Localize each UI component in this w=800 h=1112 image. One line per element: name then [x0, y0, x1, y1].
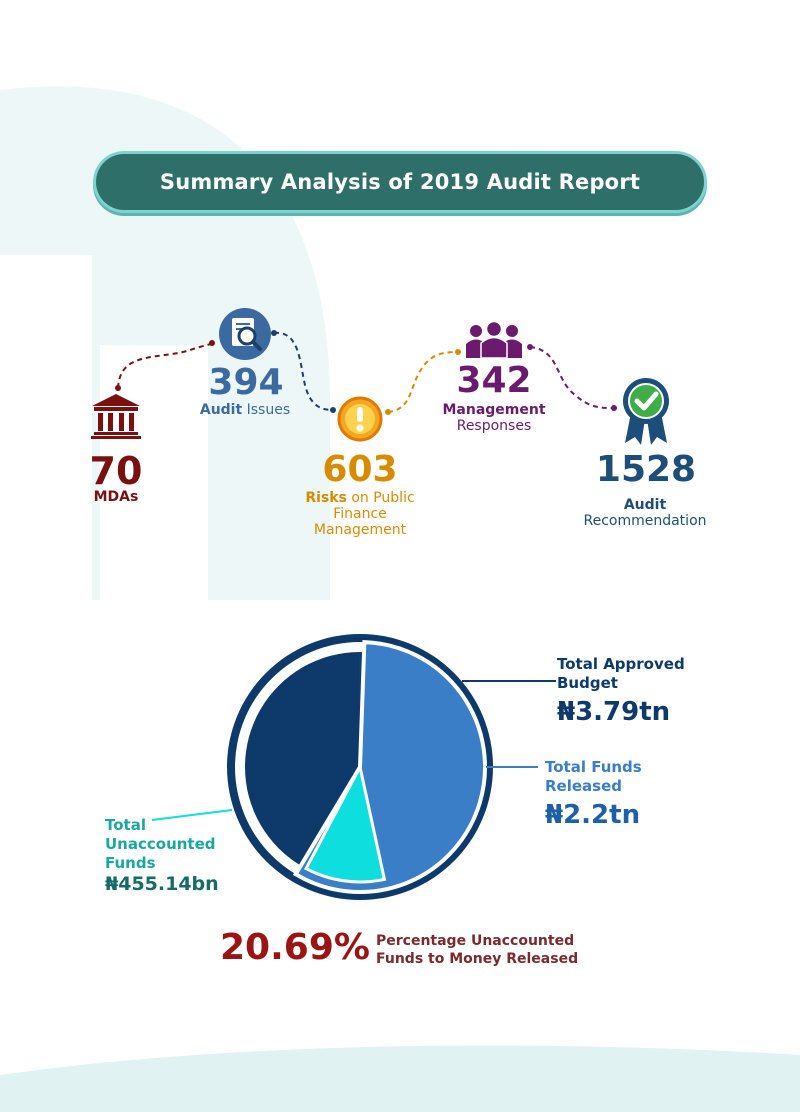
budget-label: Total Approved Budget	[557, 655, 685, 693]
stats-connectors	[115, 330, 617, 415]
released-value: ₦2.2tn	[545, 800, 641, 830]
audit-issues-label: Audit Issues	[180, 402, 310, 418]
banner-title: Summary Analysis of 2019 Audit Report	[159, 170, 641, 194]
government-building-icon	[91, 394, 141, 439]
unaccounted-label-line1: Total	[105, 816, 146, 834]
recommendation-value: 1528	[595, 449, 697, 490]
unaccounted-label: Total Unaccounted Funds	[105, 816, 216, 873]
pie-slice-unaccounted-funds	[304, 762, 387, 884]
budget-pie-chart	[151, 634, 556, 900]
percentage-label-line2: Funds to Money Released	[376, 951, 579, 967]
unaccounted-value: ₦455.14bn	[105, 873, 219, 895]
risks-label: Risks on Public Finance Management	[290, 490, 430, 538]
budget-value: ₦3.79tn	[557, 697, 671, 727]
audit-issues-label-rest: Issues	[242, 402, 291, 418]
risks-label-bold: Risks	[305, 490, 347, 506]
unaccounted-label-line2: Unaccounted	[105, 835, 216, 853]
risks-label-line3: Management	[313, 522, 407, 538]
team-icon	[466, 320, 522, 359]
management-label-line2: Responses	[456, 418, 532, 434]
released-label: Total Funds Released	[545, 758, 642, 796]
mdas-label: MDAs	[93, 489, 139, 505]
audit-issues-label-bold: Audit	[199, 402, 243, 418]
mdas-value: 70	[89, 449, 143, 493]
risks-label-line2: Finance	[333, 506, 387, 522]
recommendation-label: Audit Recommendation	[555, 497, 735, 529]
released-label-line1: Total Funds	[545, 758, 642, 776]
warning-icon	[337, 396, 383, 442]
budget-label-line1: Total Approved	[557, 655, 685, 673]
recommendation-label-line1: Audit	[623, 497, 667, 513]
title-banner: Summary Analysis of 2019 Audit Report	[96, 154, 704, 210]
percentage-label-line1: Percentage Unaccounted	[376, 933, 575, 949]
budget-label-line2: Budget	[557, 674, 618, 692]
percentage-label: Percentage Unaccounted Funds to Money Re…	[376, 932, 578, 968]
risks-label-rest: on Public	[346, 490, 415, 506]
management-value: 342	[456, 360, 532, 401]
award-ribbon-icon	[623, 378, 669, 445]
unaccounted-callout-line	[151, 809, 233, 821]
document-search-icon	[219, 308, 271, 360]
recommendation-label-line2: Recommendation	[583, 513, 707, 529]
percentage-value: 20.69%	[220, 927, 370, 968]
audit-issues-value: 394	[208, 362, 284, 403]
unaccounted-label-line3: Funds	[105, 854, 156, 872]
risks-value: 603	[322, 449, 398, 490]
released-label-line2: Released	[545, 777, 622, 795]
management-label-line1: Management	[442, 402, 546, 418]
management-label: Management Responses	[425, 402, 563, 434]
